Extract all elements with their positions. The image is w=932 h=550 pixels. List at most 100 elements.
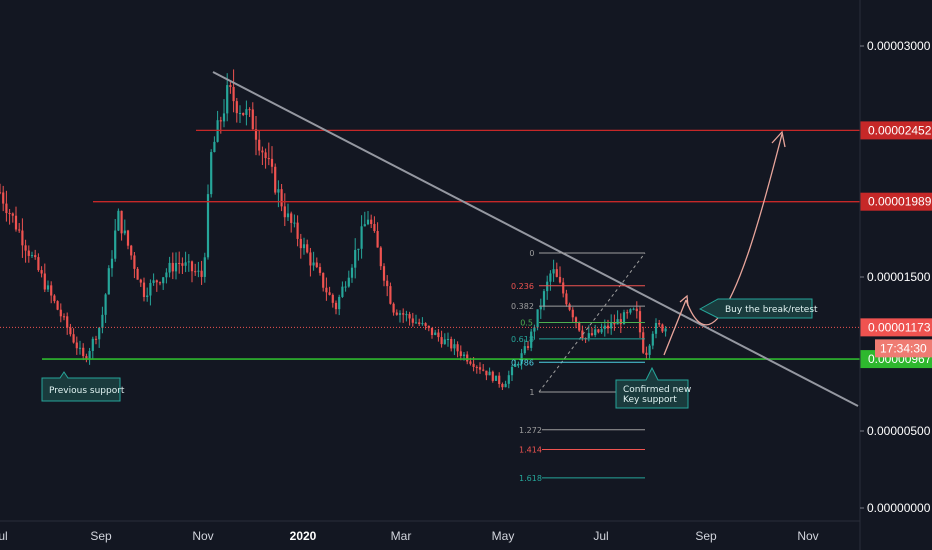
- candle-body: [130, 245, 133, 256]
- candle-body: [430, 327, 434, 335]
- fib-level-label: 1.618: [519, 474, 542, 483]
- candle-body: [27, 250, 30, 256]
- candle-body: [382, 266, 386, 281]
- candle-body: [526, 346, 530, 348]
- y-tick-label: 0.00000500: [867, 424, 931, 438]
- candle-body: [75, 342, 78, 349]
- candle-body: [558, 276, 562, 283]
- candle-body: [120, 210, 123, 234]
- previous-support-callout[interactable]: [41, 371, 121, 402]
- candle-body: [414, 322, 418, 324]
- candle-body: [536, 309, 539, 328]
- x-tick-label: May: [492, 529, 515, 543]
- candle-body: [456, 344, 459, 352]
- candle-body: [590, 333, 594, 336]
- projection-arrow-retest: [685, 299, 719, 326]
- candle-body: [542, 291, 546, 307]
- confirmed-support-callout[interactable]: [615, 366, 689, 409]
- descending-trendline[interactable]: [212, 71, 859, 407]
- candle-body: [101, 314, 104, 328]
- candle-body: [475, 366, 478, 368]
- candle-body: [34, 255, 37, 258]
- resistance-1-tag-label: 0.00002452: [868, 123, 932, 137]
- candle-body: [43, 273, 46, 290]
- candle-body: [235, 101, 238, 114]
- candle-body: [165, 272, 168, 278]
- candle-body: [648, 345, 651, 355]
- candle-body: [354, 249, 357, 268]
- candle-body: [2, 192, 5, 204]
- candle-body: [600, 329, 603, 333]
- candle-body: [398, 313, 402, 315]
- candle-body: [5, 203, 8, 214]
- candle-body: [658, 323, 661, 325]
- candle-body: [18, 229, 21, 231]
- candle-body: [661, 324, 664, 332]
- candle-body: [533, 327, 536, 332]
- candle-body: [450, 338, 453, 349]
- candle-body: [62, 316, 66, 318]
- candle-body: [216, 120, 219, 142]
- candle-body: [376, 231, 379, 248]
- candle-body: [642, 332, 645, 353]
- x-tick-label: Nov: [192, 529, 213, 543]
- candle-body: [664, 328, 667, 332]
- candle-body: [139, 279, 142, 283]
- candle-body: [357, 248, 360, 250]
- candle-body: [613, 322, 616, 325]
- candle-body: [261, 150, 264, 153]
- candle-body: [232, 86, 235, 102]
- candle-body: [341, 286, 344, 297]
- candle-body: [171, 262, 174, 272]
- candle-body: [254, 129, 258, 140]
- candle-body: [411, 318, 414, 323]
- candle-body: [571, 309, 574, 318]
- candle-body: [88, 350, 91, 360]
- candle-body: [338, 296, 341, 310]
- candle-body: [597, 329, 600, 333]
- current-price-tag-label: 0.00001173: [868, 320, 931, 334]
- candle-body: [82, 347, 85, 357]
- candle-body: [290, 213, 293, 223]
- confirmed-support-text-2: Key support: [623, 395, 677, 405]
- candle-body: [578, 322, 581, 331]
- candle-body: [21, 230, 24, 246]
- candle-body: [402, 313, 405, 315]
- y-tick-label: 0.00000000: [867, 501, 931, 515]
- candle-body: [226, 85, 229, 114]
- y-tick-label: 0.00001500: [867, 270, 931, 284]
- candle-body: [267, 158, 270, 160]
- candle-body: [133, 255, 136, 269]
- fibonacci-layer[interactable]: 0 0.236 0.382 0.5 0.618 0.786 1 1.272 1.414 1.618: [511, 249, 646, 483]
- candle-body: [610, 322, 613, 329]
- candle-body: [283, 206, 286, 218]
- candle-body: [162, 277, 165, 284]
- candle-body: [654, 323, 658, 334]
- candle-body: [158, 282, 162, 284]
- candle-body: [286, 213, 290, 218]
- candle-body: [334, 302, 338, 310]
- candle-body: [530, 331, 533, 348]
- candle-body: [395, 312, 398, 315]
- candle-body: [485, 370, 488, 376]
- candle-body: [110, 258, 114, 269]
- candle-body: [565, 293, 568, 305]
- candle-body: [242, 112, 245, 115]
- candle-body: [504, 383, 507, 388]
- candle-body: [248, 109, 251, 111]
- candle-body: [446, 338, 450, 340]
- buy-break-callout[interactable]: [698, 298, 813, 319]
- candle-body: [328, 292, 331, 295]
- candle-body: [94, 338, 98, 340]
- candle-body: [258, 139, 261, 151]
- candle-body: [370, 219, 373, 225]
- buy-break-text: Buy the break/retest: [725, 305, 818, 315]
- candle-body: [645, 352, 648, 355]
- candle-body: [386, 280, 389, 287]
- candle-body: [30, 255, 34, 257]
- projection-arrowhead-top: [771, 130, 786, 148]
- candle-body: [123, 230, 126, 234]
- candle-body: [638, 311, 642, 333]
